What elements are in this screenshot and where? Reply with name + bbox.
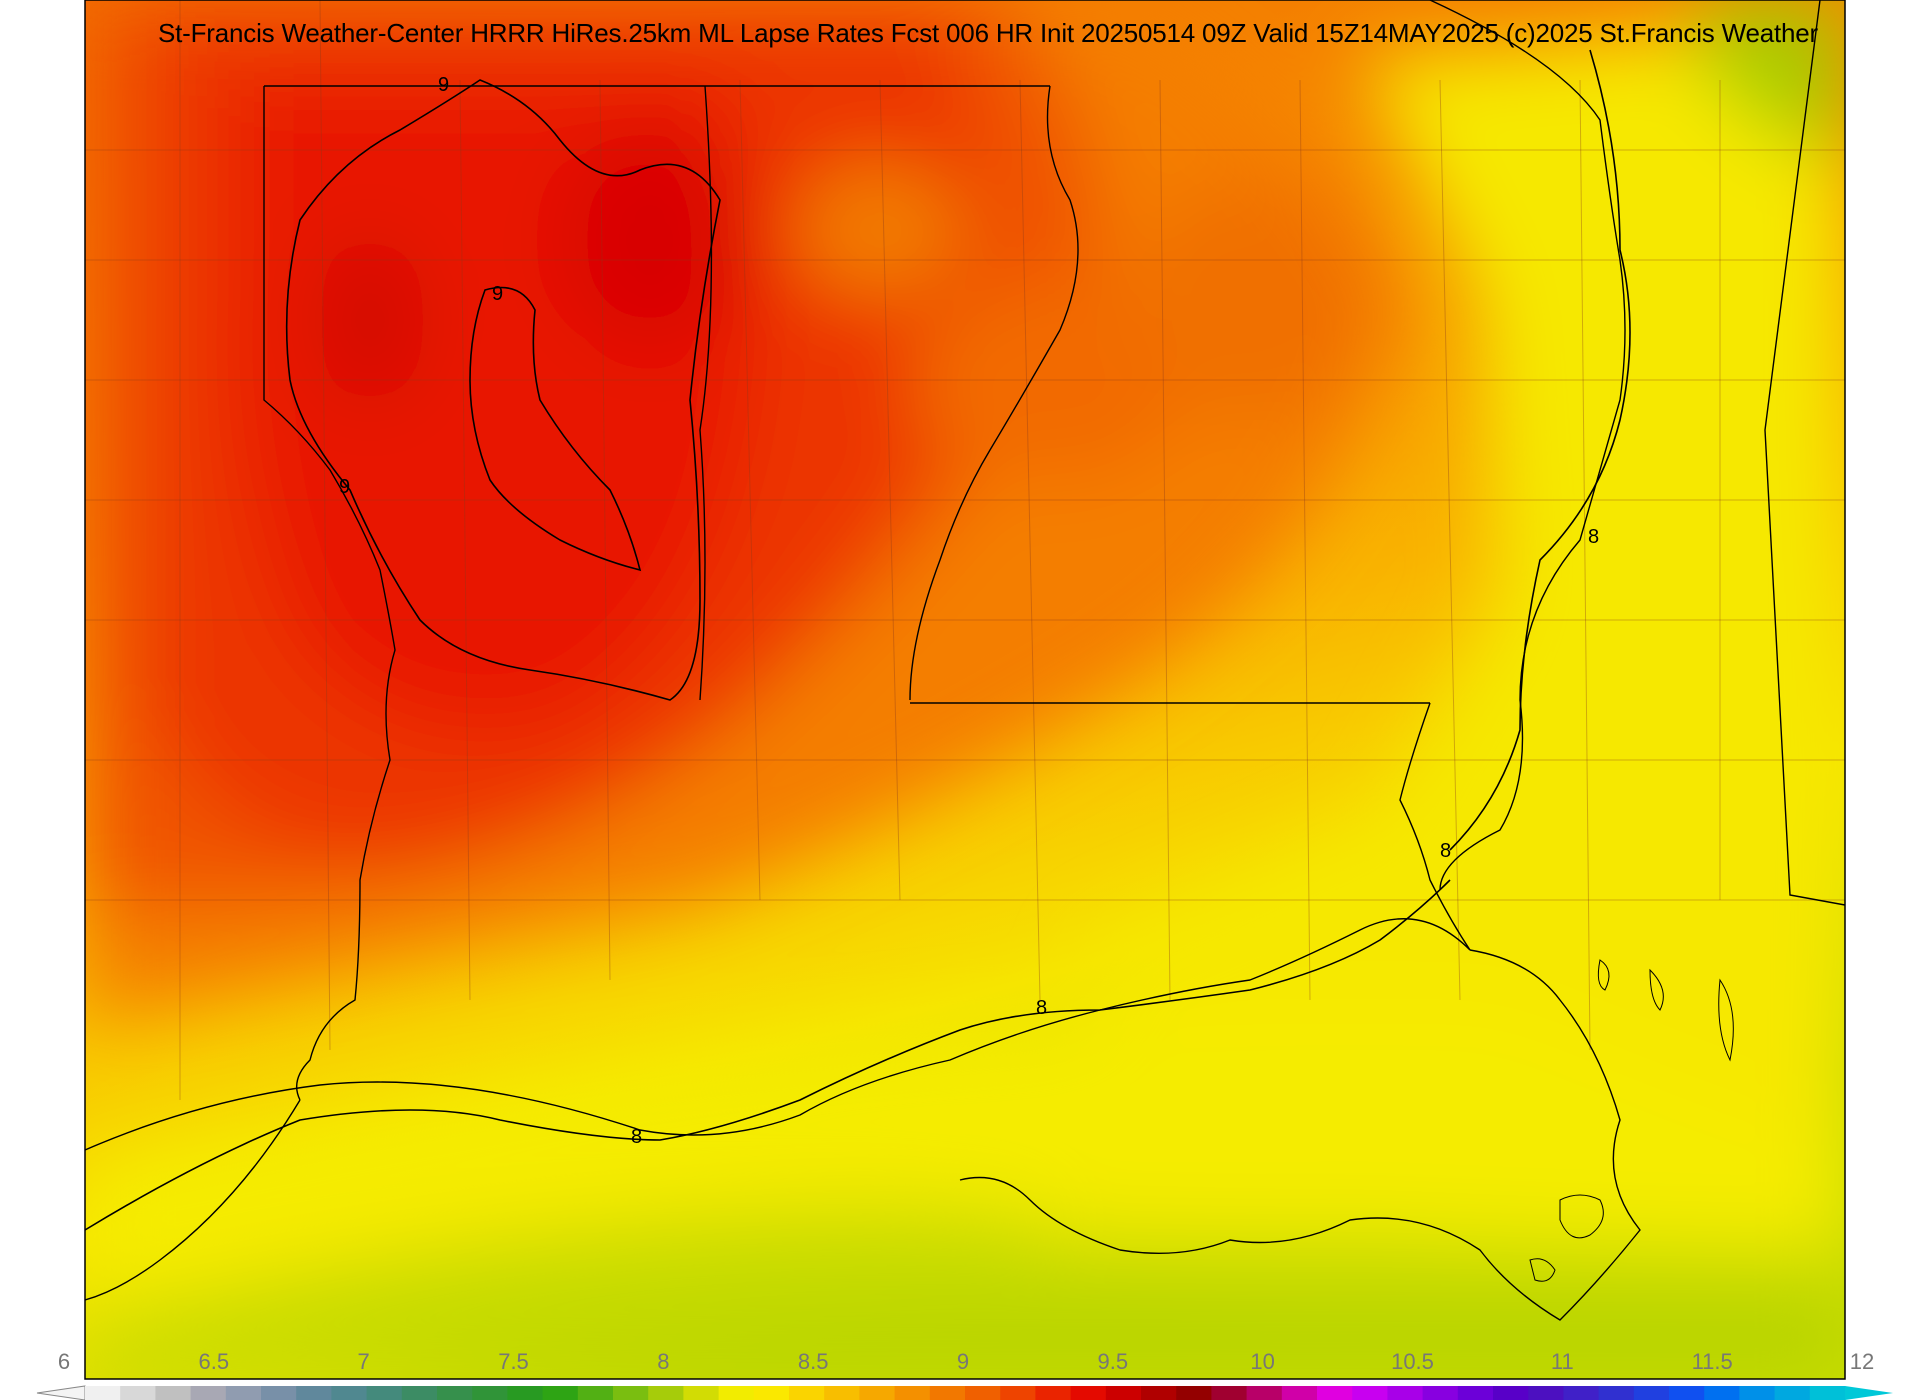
- colorbar-tick-label: 8: [657, 1349, 669, 1374]
- colorbar-swatch: [1070, 1386, 1107, 1400]
- colorbar-tick-label: 8.5: [798, 1349, 829, 1374]
- colorbar-swatch: [859, 1386, 896, 1400]
- colorbar-tick-label: 10: [1250, 1349, 1274, 1374]
- colorbar-swatch: [1352, 1386, 1388, 1400]
- colorbar-swatch: [648, 1386, 684, 1400]
- colorbar-swatch: [437, 1386, 473, 1400]
- colorbar-swatch: [85, 1386, 121, 1400]
- colorbar-swatch: [965, 1386, 1001, 1400]
- colorbar-swatch: [1211, 1386, 1248, 1400]
- contour-label: 8: [631, 1126, 642, 1148]
- colorbar-swatch: [1633, 1386, 1670, 1400]
- colorbar-swatch: [366, 1386, 403, 1400]
- colorbar-swatch: [1176, 1386, 1212, 1400]
- colorbar-swatch: [261, 1386, 297, 1400]
- colorbar-swatch: [1563, 1386, 1600, 1400]
- contour-label-group: 9 9 9 8 8 8 8: [339, 74, 1599, 1148]
- colorbar-swatch: [296, 1386, 332, 1400]
- colorbar-tick-label: 9: [957, 1349, 969, 1374]
- contour-label: 8: [1588, 526, 1599, 548]
- colorbar-swatch: [1422, 1386, 1459, 1400]
- contour-label: 8: [1036, 997, 1047, 1019]
- contour-label: 9: [339, 476, 350, 498]
- coastline-detail: [1529, 959, 1734, 1282]
- colorbar-swatch: [1246, 1386, 1283, 1400]
- colorbar-swatch: [1387, 1386, 1424, 1400]
- colorbar-swatch: [1457, 1386, 1494, 1400]
- colorbar-swatch: [683, 1386, 720, 1400]
- colorbar-swatch: [507, 1386, 544, 1400]
- colorbar-max-arrow: [1845, 1386, 1893, 1400]
- colorbar-tick-label: 12: [1850, 1349, 1874, 1374]
- colorbar-swatch: [613, 1386, 649, 1400]
- colorbar-swatch: [1141, 1386, 1177, 1400]
- contour-lines: [85, 49, 1631, 1231]
- contour-label: 8: [1440, 840, 1451, 862]
- filled-contours: [85, 0, 1845, 1379]
- state-borders: [85, 0, 1845, 1321]
- colorbar-tick-label: 11.5: [1692, 1349, 1733, 1374]
- colorbar-swatch: [824, 1386, 860, 1400]
- contour-label: 9: [438, 74, 449, 96]
- colorbar-swatch: [1774, 1386, 1811, 1400]
- colorbar-swatch: [190, 1386, 227, 1400]
- colorbar-swatch: [1598, 1386, 1635, 1400]
- county-lines: [85, 0, 1845, 1100]
- colorbar-swatch: [401, 1386, 438, 1400]
- colorbar-swatch: [542, 1386, 579, 1400]
- colorbar-swatch: [120, 1386, 156, 1400]
- colorbar-swatch: [1105, 1386, 1142, 1400]
- colorbar-swatch: [472, 1386, 508, 1400]
- colorbar-tick-label: 9.5: [1098, 1349, 1129, 1374]
- colorbar-tick-label: 6.5: [199, 1349, 230, 1374]
- colorbar-swatch: [155, 1386, 192, 1400]
- colorbar-tick-label: 10.5: [1391, 1349, 1434, 1374]
- colorbar-swatch: [1528, 1386, 1564, 1400]
- colorbar-swatch: [225, 1386, 262, 1400]
- colorbar-swatch: [1669, 1386, 1705, 1400]
- colorbar-swatch: [789, 1386, 825, 1400]
- colorbar-tick-label: 11: [1551, 1349, 1574, 1374]
- colorbar-swatch: [1493, 1386, 1529, 1400]
- colorbar-swatch: [894, 1386, 931, 1400]
- colorbar-swatch: [331, 1386, 368, 1400]
- colorbar-min-arrow: [36, 1385, 86, 1400]
- colorbar-tick-label: 7: [358, 1349, 370, 1374]
- colorbar-swatch: [1739, 1386, 1776, 1400]
- colorbar-swatch: [718, 1386, 755, 1400]
- colorbar-swatch: [929, 1386, 966, 1400]
- colorbar-swatch: [1704, 1386, 1740, 1400]
- map-frame: [84, 0, 1846, 1380]
- colorbar-swatch: [1317, 1386, 1353, 1400]
- colorbar-swatch: [577, 1386, 614, 1400]
- colorbar-tick-label: 7.5: [498, 1349, 529, 1374]
- colorbar-tick-label: 6: [58, 1349, 70, 1374]
- colorbar-swatch: [1809, 1386, 1846, 1400]
- colorbar-swatch: [1000, 1386, 1036, 1400]
- colorbar-swatch: [753, 1386, 790, 1400]
- colorbar-swatch: [1281, 1386, 1318, 1400]
- contour-label: 9: [492, 283, 503, 305]
- page-title: St-Francis Weather-Center HRRR HiRes.25k…: [158, 18, 1818, 48]
- colorbar: 6 6.5 7 7.5 8 8.5 9 9.5 10 10.5 11 11.5 12: [36, 1349, 1893, 1400]
- colorbar-swatch: [1035, 1386, 1072, 1400]
